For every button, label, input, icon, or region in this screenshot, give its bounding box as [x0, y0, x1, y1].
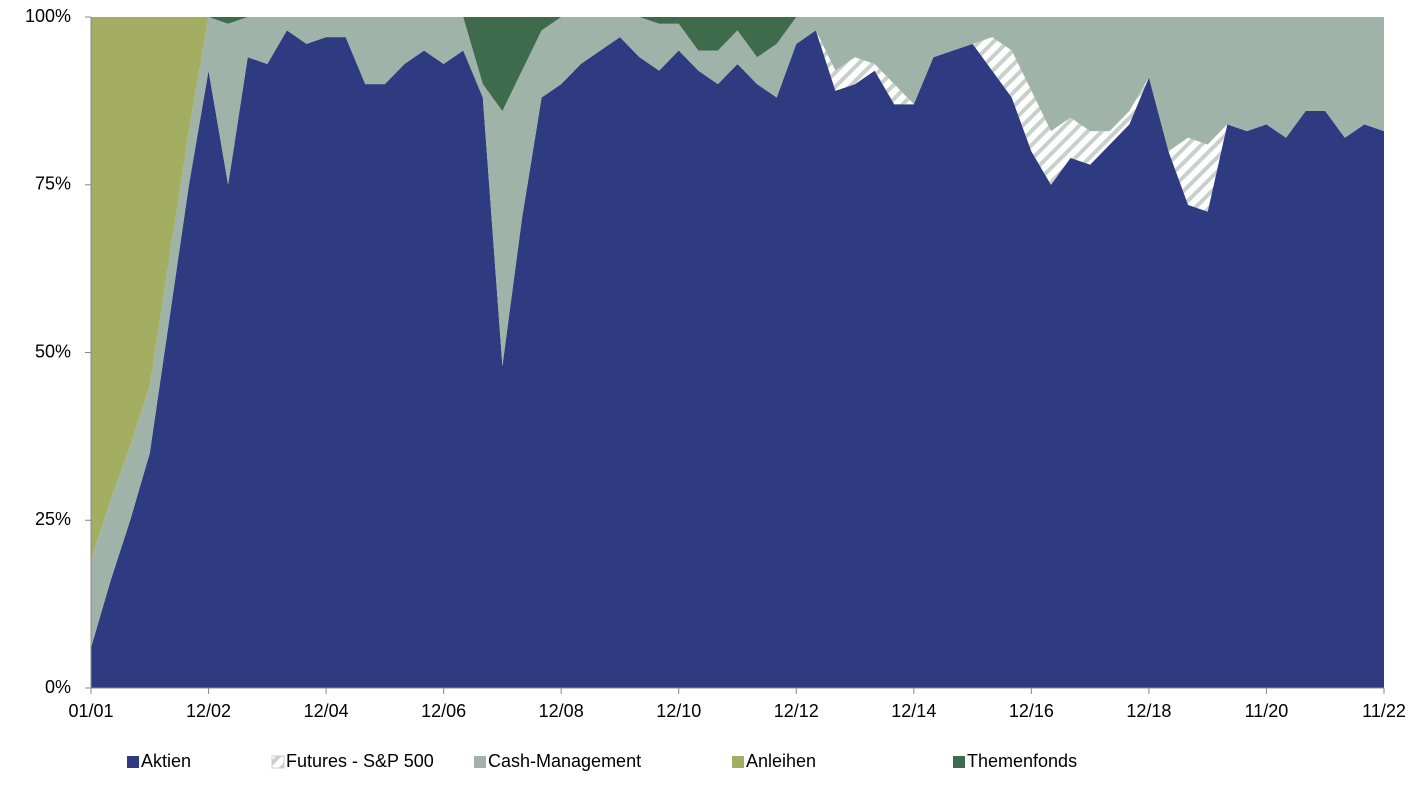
- y-tick-label: 100%: [25, 6, 71, 26]
- legend-swatch: [732, 756, 744, 768]
- legend-swatch: [474, 756, 486, 768]
- x-tick-label: 12/08: [539, 701, 584, 721]
- y-tick-label: 0%: [45, 677, 71, 697]
- x-tick-label: 12/14: [891, 701, 936, 721]
- legend-swatch: [953, 756, 965, 768]
- x-tick-label: 01/01: [68, 701, 113, 721]
- x-tick-label: 12/06: [421, 701, 466, 721]
- x-tick-label: 12/16: [1009, 701, 1054, 721]
- x-tick-label: 12/18: [1126, 701, 1171, 721]
- x-tick-label: 12/02: [186, 701, 231, 721]
- x-tick-label: 12/12: [774, 701, 819, 721]
- x-tick-label: 11/22: [1362, 701, 1406, 721]
- area: [91, 30, 1384, 689]
- legend-label: Aktien: [141, 751, 191, 771]
- legend-label: Cash-Management: [488, 751, 641, 771]
- legend-label: Futures - S&P 500: [286, 751, 434, 771]
- x-tick-label: 12/10: [656, 701, 701, 721]
- y-tick-label: 25%: [35, 509, 71, 529]
- y-tick-label: 50%: [35, 341, 71, 361]
- legend-label: Anleihen: [746, 751, 816, 771]
- x-tick-label: 11/20: [1245, 701, 1289, 721]
- area: [91, 17, 1384, 648]
- legend-label: Themenfonds: [967, 751, 1077, 771]
- legend-swatch: [271, 755, 285, 769]
- legend-swatch: [127, 756, 139, 768]
- x-tick-label: 12/04: [304, 701, 349, 721]
- y-tick-label: 75%: [35, 174, 71, 194]
